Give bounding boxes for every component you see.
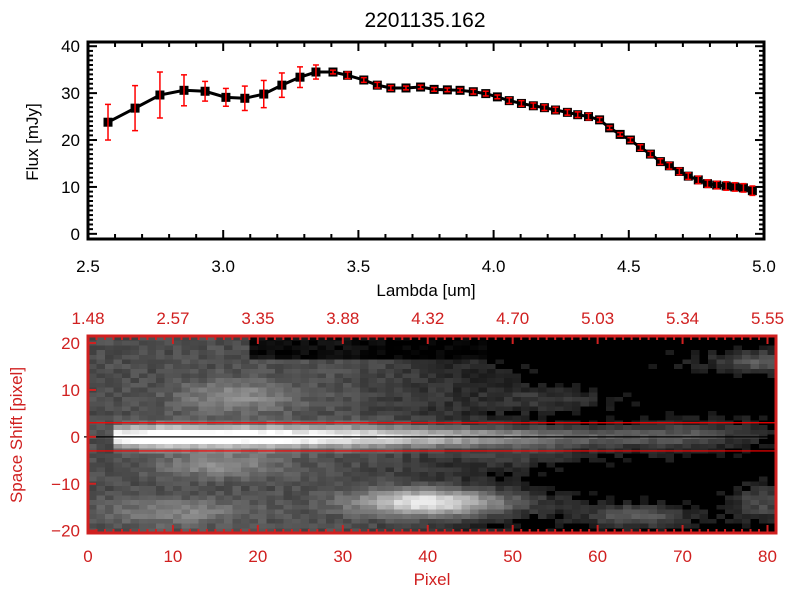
top-x-axis-label: Lambda [um]: [376, 281, 475, 300]
x-tick-label: 30: [333, 547, 352, 566]
error-bar: [444, 87, 451, 93]
error-bar: [637, 143, 644, 152]
x-tick-label: 60: [588, 547, 607, 566]
error-bar: [105, 103, 112, 141]
x-tick-label: 2.5: [76, 257, 100, 276]
x-tick-label: 80: [758, 547, 777, 566]
error-bar: [530, 102, 537, 110]
error-bar: [541, 104, 548, 112]
error-bar: [676, 167, 683, 176]
error-bar: [470, 88, 477, 95]
error-bar: [518, 99, 525, 108]
y-tick-label: 10: [61, 381, 80, 400]
error-bar: [723, 181, 730, 191]
y-tick-label: 10: [61, 178, 80, 197]
top-x-tick-label: 3.88: [326, 309, 359, 328]
error-bar: [564, 108, 571, 116]
error-bar: [627, 136, 634, 144]
y-tick-label: −10: [51, 475, 80, 494]
error-bar: [713, 180, 720, 190]
error-bar: [506, 97, 513, 105]
top-x-tick-label: 4.70: [496, 309, 529, 328]
top-plot-frame: [86, 40, 766, 241]
error-bar: [685, 172, 692, 181]
chart-title: 2201135.162: [364, 9, 485, 32]
error-bar: [132, 84, 139, 132]
error-bar: [552, 106, 559, 114]
error-bar: [596, 116, 603, 123]
error-bar: [657, 158, 664, 166]
error-bar: [606, 125, 613, 131]
error-bar: [344, 71, 351, 80]
bottom-y-axis-label: Space Shift [pixel]: [7, 367, 26, 503]
error-bar: [278, 72, 285, 99]
y-tick-label: −20: [51, 522, 80, 541]
error-bar: [494, 94, 501, 100]
error-bar: [296, 66, 303, 89]
bottom-x-axis-label: Pixel: [414, 570, 451, 589]
error-bar: [695, 175, 702, 185]
top-y-axis-label: Flux [mJy]: [23, 103, 42, 180]
error-bar: [457, 87, 464, 93]
y-tick-label: 0: [71, 225, 80, 244]
top-x-tick-label: 2.57: [156, 309, 189, 328]
error-bar: [180, 74, 187, 107]
top-x-tick-label: 5.34: [666, 309, 699, 328]
spectrum-2d-image: [88, 336, 776, 533]
y-tick-label: 20: [61, 131, 80, 150]
error-bar: [202, 80, 209, 102]
error-bar: [387, 84, 394, 92]
x-tick-label: 0: [83, 547, 92, 566]
x-tick-label: 40: [418, 547, 437, 566]
y-tick-label: 40: [61, 37, 80, 56]
error-bar: [260, 79, 267, 109]
x-tick-label: 50: [503, 547, 522, 566]
error-bar: [222, 87, 229, 108]
top-x-tick-label: 3.35: [241, 309, 274, 328]
error-bar: [329, 69, 336, 75]
x-tick-label: 20: [248, 547, 267, 566]
error-bar: [749, 185, 756, 197]
error-bar: [360, 76, 367, 84]
x-tick-label: 5.0: [752, 257, 776, 276]
error-bar: [241, 85, 248, 112]
error-bar: [617, 131, 624, 138]
error-bar: [156, 71, 163, 119]
error-bar: [402, 85, 409, 91]
top-x-tick-label: 5.55: [751, 309, 784, 328]
error-bar: [585, 112, 592, 121]
error-bar: [647, 150, 654, 158]
y-tick-label: 0: [71, 428, 80, 447]
error-bar: [417, 84, 424, 90]
top-x-tick-label: 1.48: [71, 309, 104, 328]
error-bar: [740, 182, 747, 193]
error-bar: [731, 181, 738, 192]
x-tick-label: 3.5: [347, 257, 371, 276]
top-x-tick-label: 4.32: [411, 309, 444, 328]
error-bar: [374, 81, 381, 89]
error-bar: [704, 179, 711, 189]
error-bar: [431, 86, 438, 92]
error-bar: [312, 64, 319, 80]
x-tick-label: 3.0: [211, 257, 235, 276]
y-tick-label: 30: [61, 84, 80, 103]
x-tick-label: 4.0: [482, 257, 506, 276]
error-bar: [574, 111, 581, 119]
error-bar: [666, 161, 673, 170]
error-bar: [482, 90, 489, 97]
x-tick-label: 4.5: [617, 257, 641, 276]
x-tick-label: 70: [673, 547, 692, 566]
top-x-tick-label: 5.03: [581, 309, 614, 328]
x-tick-label: 10: [163, 547, 182, 566]
bottom-plot-frame: [86, 334, 778, 535]
y-tick-label: 20: [61, 334, 80, 353]
